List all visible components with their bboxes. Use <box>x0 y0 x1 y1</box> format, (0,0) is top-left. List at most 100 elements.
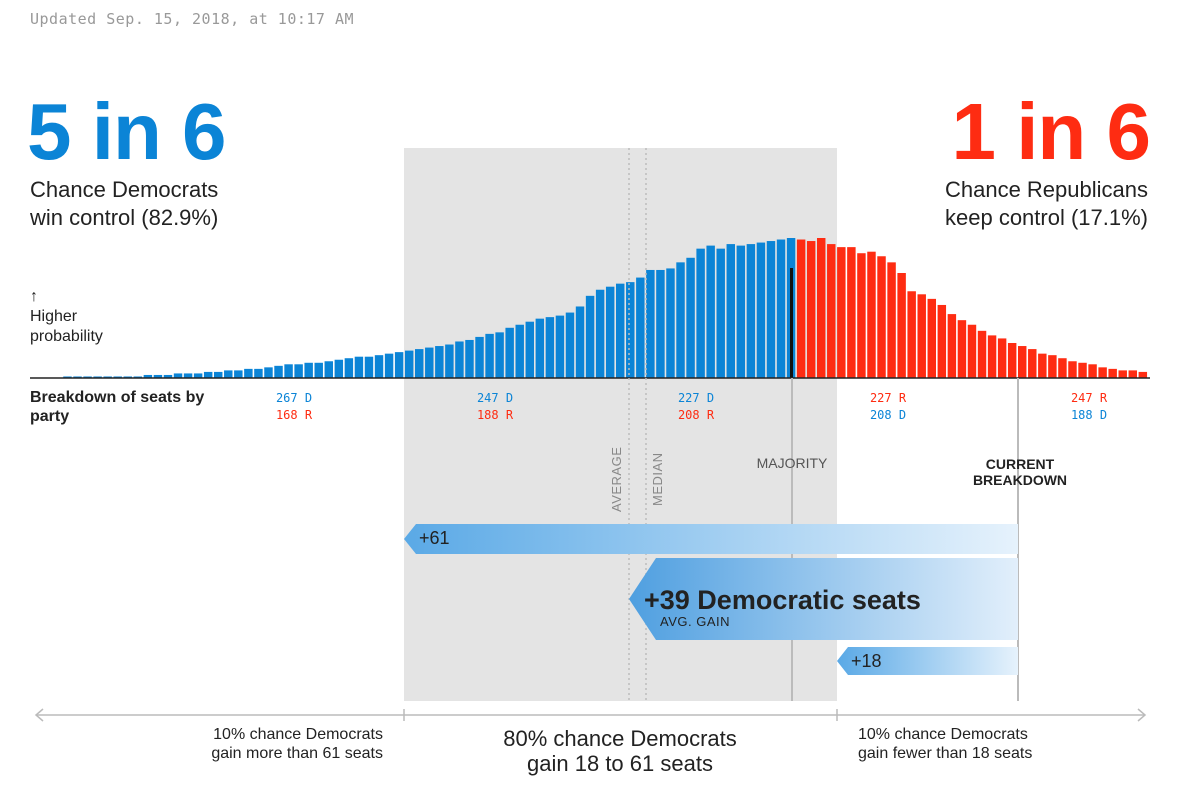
tick-bottom: 208 D <box>869 408 907 422</box>
histogram-bar <box>977 330 987 378</box>
band-left-line1: 10% chance Democrats <box>213 726 383 743</box>
histogram-bar <box>947 314 957 378</box>
dem-odds-headline: 5 in 6 <box>27 87 227 176</box>
histogram-bar <box>334 359 344 378</box>
band-mid-text: 80% chance Democrats gain 18 to 61 seats <box>470 726 770 776</box>
avg-gain-label: AVG. GAIN <box>660 614 730 629</box>
tick-label: 227 D 208 R <box>666 390 726 424</box>
histogram-bar <box>897 273 906 378</box>
histogram-bar <box>967 324 977 378</box>
histogram-bar <box>214 371 223 378</box>
histogram-bar <box>344 358 354 378</box>
current-label-line2: BREAKDOWN <box>972 472 1068 488</box>
gain-main-label: +39 Democratic seats <box>644 585 921 615</box>
histogram-bar <box>1118 370 1127 378</box>
histogram-bar <box>696 248 705 378</box>
histogram-bar <box>1018 346 1027 378</box>
histogram-bar <box>394 352 404 378</box>
tick-label: 247 R 188 D <box>1059 390 1119 424</box>
histogram-bar <box>646 269 655 378</box>
band-mid-line2: gain 18 to 61 seats <box>527 751 713 776</box>
histogram-bar <box>1068 361 1077 378</box>
histogram-bar <box>676 262 685 378</box>
histogram-bar <box>937 304 947 378</box>
histogram-bar <box>203 371 213 378</box>
histogram-bar <box>1128 370 1137 378</box>
histogram-bar <box>224 370 233 378</box>
histogram-bar <box>93 376 102 378</box>
histogram-bar <box>103 376 112 378</box>
histogram-bar <box>907 291 916 378</box>
histogram-bar <box>284 364 293 378</box>
histogram-bar <box>806 241 816 378</box>
higher-probability-label: ↑ Higher probability <box>30 287 103 347</box>
histogram-bar <box>374 355 384 378</box>
tick-top: 247 R <box>1070 391 1108 405</box>
band-right-line1: 10% chance Democrats <box>858 726 1028 743</box>
histogram-bar <box>1007 343 1017 378</box>
tick-bottom: 188 D <box>1070 408 1108 422</box>
median-label: MEDIAN <box>650 452 665 506</box>
histogram-bar <box>585 295 595 378</box>
histogram-bar <box>475 336 484 378</box>
histogram-bar <box>445 344 454 378</box>
histogram-bar <box>404 350 414 378</box>
higher-probability-line1: Higher <box>30 308 78 325</box>
histogram-bar <box>173 373 183 378</box>
histogram-bar <box>153 374 163 378</box>
histogram-bar <box>425 347 434 378</box>
histogram-bar <box>505 327 514 378</box>
histogram-bar <box>917 294 926 378</box>
histogram-bar <box>686 257 695 378</box>
histogram-bar <box>244 368 253 378</box>
average-label: AVERAGE <box>609 446 624 512</box>
updated-timestamp: Updated Sep. 15, 2018, at 10:17 AM <box>30 10 355 28</box>
histogram-bar <box>1108 368 1117 378</box>
tick-bottom: 168 R <box>275 408 313 422</box>
dem-odds-description: Chance Democrats win control (82.9%) <box>30 176 218 232</box>
histogram-bar <box>364 356 374 378</box>
histogram-bar <box>997 338 1007 378</box>
histogram-bar <box>123 376 132 378</box>
gain-low-arrow <box>837 647 1018 675</box>
histogram-bar <box>163 374 173 378</box>
histogram-bar <box>746 244 756 378</box>
band-right-line2: gain fewer than 18 seats <box>858 745 1033 762</box>
breakdown-label: Breakdown of seats by party <box>30 388 230 426</box>
histogram-bar <box>666 268 675 378</box>
histogram-bar <box>736 245 746 378</box>
histogram-bar <box>1028 349 1037 378</box>
histogram-bar <box>415 349 424 378</box>
histogram-bar <box>113 376 122 378</box>
histogram-bar <box>354 356 364 378</box>
histogram-bar <box>1048 355 1057 378</box>
histogram-bar <box>264 367 273 378</box>
histogram-bar <box>796 239 806 378</box>
histogram-bar <box>766 241 776 378</box>
tick-top: 227 D <box>677 391 715 405</box>
gain-main-arrow <box>629 558 1018 640</box>
histogram-bar <box>193 373 203 378</box>
histogram-bar <box>605 286 615 378</box>
histogram-bar <box>465 339 474 378</box>
tick-label: 267 D 168 R <box>264 390 324 424</box>
histogram-bar <box>294 364 303 378</box>
histogram-bar <box>616 283 625 378</box>
band-left-line2: gain more than 61 seats <box>211 745 383 762</box>
histogram-bar <box>555 315 565 378</box>
histogram-bar <box>314 362 323 378</box>
histogram-bar <box>1138 371 1148 378</box>
histogram-bar <box>867 251 876 378</box>
histogram-bar <box>63 376 72 378</box>
gain-high-arrow <box>404 524 1018 554</box>
histogram-bar <box>776 239 786 378</box>
current-label-line1: CURRENT <box>985 456 1055 472</box>
rep-desc-line2: keep control (17.1%) <box>945 205 1148 230</box>
rep-odds-description: Chance Republicans keep control (17.1%) <box>945 176 1148 232</box>
histogram-bar <box>254 368 263 378</box>
histogram-bar <box>384 353 394 378</box>
breakdown-label-line2: party <box>30 408 70 425</box>
tick-top: 267 D <box>275 391 313 405</box>
histogram-bar <box>987 335 997 378</box>
